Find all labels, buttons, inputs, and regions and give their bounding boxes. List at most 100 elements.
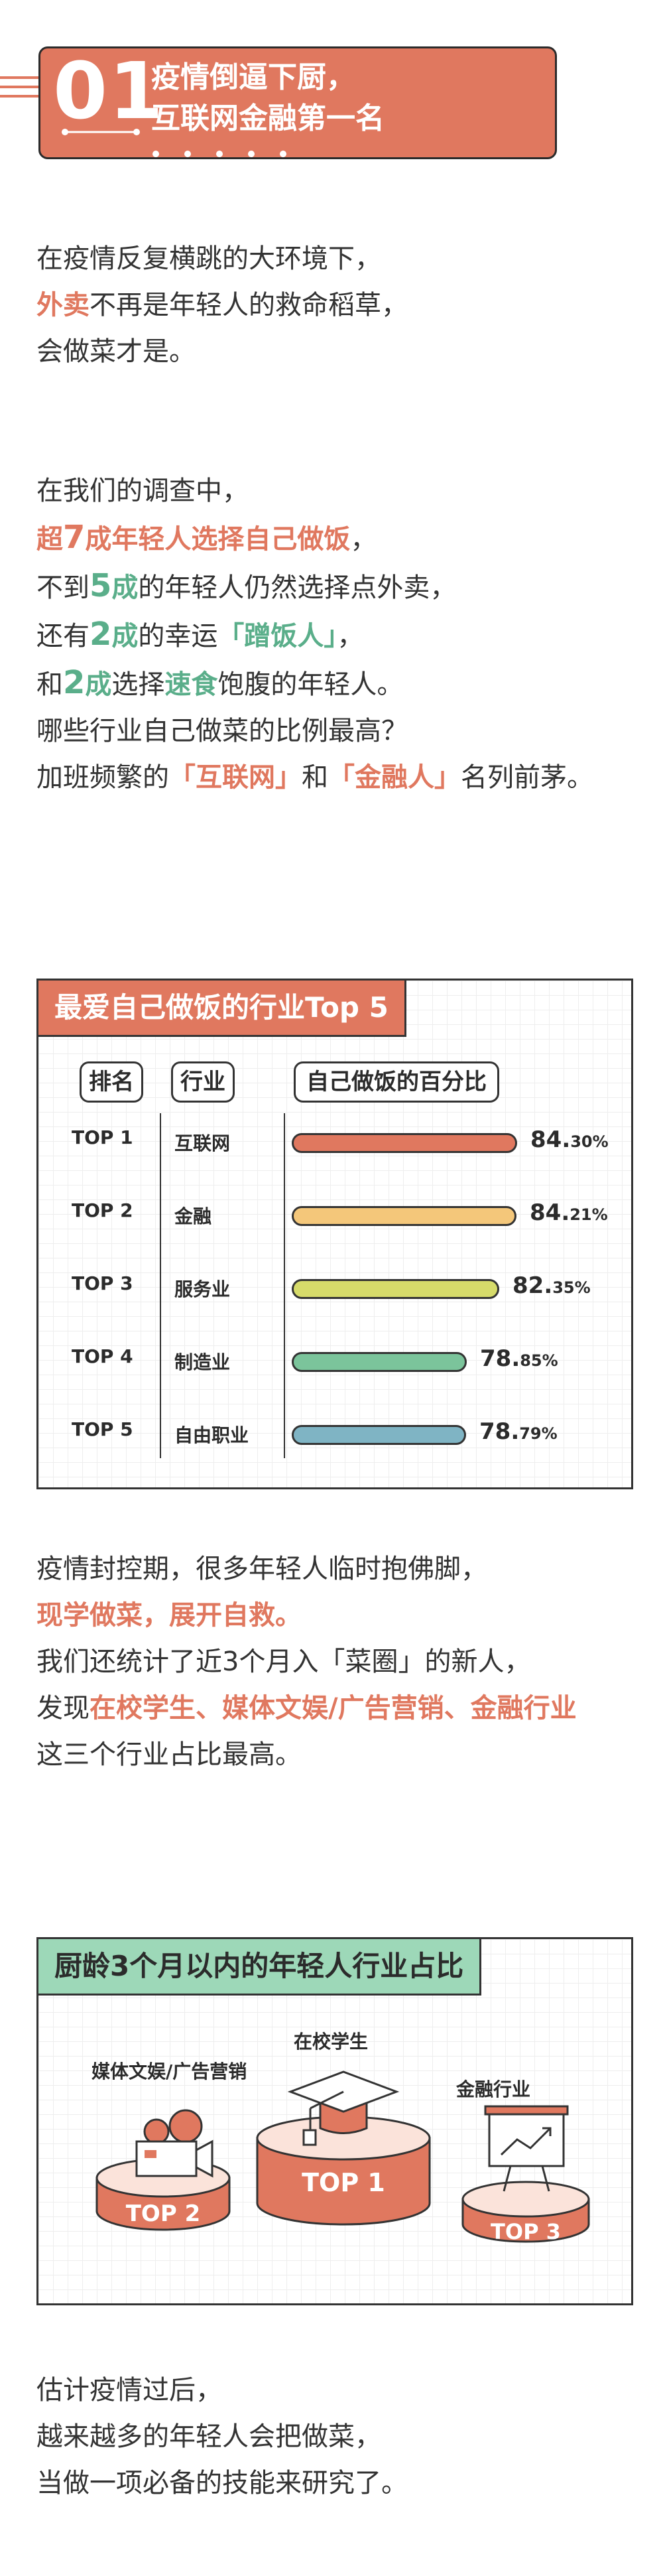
section-title-line1: 疫情倒逼下厨，: [151, 60, 355, 94]
survey-line: 不到5成的年轻人仍然选择点外卖，: [36, 563, 593, 611]
row-rank: TOP 5: [72, 1418, 133, 1440]
percent-bar: [292, 1206, 516, 1226]
survey-line: 在我们的调查中，: [36, 476, 249, 506]
camera-icon: [135, 2109, 213, 2178]
podium-rank-top2: TOP 2: [126, 2201, 201, 2227]
podium-rank-top3: TOP 3: [491, 2219, 561, 2244]
text: 发现: [36, 1693, 90, 1724]
survey-line: 和2成选择速食饱腹的年轻人。: [36, 659, 593, 708]
chart-board-icon: [484, 2105, 569, 2192]
podium-top1: [256, 2116, 431, 2226]
row-industry: 互联网: [174, 1132, 231, 1154]
divider: [160, 1113, 161, 1458]
lockdown-line: 现学做菜，展开自救。: [36, 1600, 302, 1631]
hl-text: 超: [36, 524, 63, 555]
survey-line: 还有2成的幸运「蹭饭人」，: [36, 611, 593, 659]
lockdown-line: 疫情封控期，很多年轻人临时抱佛脚，: [36, 1554, 487, 1584]
hl-unit: 成: [111, 621, 139, 651]
graduation-cap-icon: [287, 2070, 400, 2146]
percent-decimal: 85%: [520, 1351, 558, 1370]
header-rank: 排名: [80, 1061, 143, 1103]
percent-main: 82.: [512, 1272, 553, 1299]
highlight-industries: 在校学生、媒体文娱/广告营销、金融行业: [90, 1693, 577, 1724]
highlight-freeloader: 「蹭饭人」: [217, 621, 337, 651]
chart-title: 厨龄3个月以内的年轻人行业占比: [36, 1937, 482, 1996]
section-title-line2: 互联网金融第一名: [151, 102, 385, 135]
survey-line: 加班频繁的「互联网」和「金融人」名列前茅。: [36, 754, 593, 801]
header-industry: 行业: [171, 1061, 235, 1103]
hl-text: 成年轻人选择自己做饭: [85, 524, 351, 555]
percent-main: 84.: [530, 1126, 571, 1153]
outro-paragraph: 估计疫情过后， 越来越多的年轻人会把做菜， 当做一项必备的技能来研究了。: [36, 2367, 408, 2506]
highlight-fastfood: 速食: [164, 669, 218, 700]
section-banner: [38, 46, 557, 159]
lockdown-paragraph: 疫情封控期，很多年轻人临时抱佛脚， 现学做菜，展开自救。 我们还统计了近3个月入…: [36, 1546, 577, 1778]
divider: [284, 1113, 285, 1458]
banner-stripes: [0, 76, 40, 109]
hl-unit: 成: [85, 669, 112, 700]
text: 还有: [36, 621, 90, 651]
podium-label-top2: 媒体文娱/广告营销: [91, 2061, 247, 2082]
row-rank: TOP 4: [72, 1345, 133, 1367]
survey-line: 超7成年轻人选择自己做饭，: [36, 514, 593, 563]
percent-value: 84.21%: [530, 1199, 608, 1226]
percent-bar: [292, 1425, 466, 1445]
percent-main: 84.: [530, 1199, 570, 1226]
text: 加班频繁的: [36, 762, 169, 793]
row-industry: 自由职业: [174, 1424, 249, 1446]
row-industry: 服务业: [174, 1278, 231, 1300]
banner-dots: [152, 147, 312, 160]
punct: ，: [350, 524, 377, 555]
percent-decimal: 30%: [570, 1132, 609, 1151]
text: 选择: [111, 669, 165, 700]
percent-decimal: 79%: [519, 1424, 558, 1443]
percent-bar: [292, 1352, 467, 1372]
survey-line: 哪些行业自己做菜的比例最高？: [36, 716, 408, 746]
highlight-takeout: 外卖: [36, 290, 90, 320]
lockdown-line: 这三个行业占比最高。: [36, 1739, 302, 1770]
text: 的幸运: [138, 621, 218, 651]
intro-paragraph: 在疫情反复横跳的大环境下， 外卖不再是年轻人的救命稻草， 会做菜才是。: [36, 236, 408, 375]
text: 饱腹的年轻人。: [217, 669, 404, 700]
row-rank: TOP 1: [72, 1126, 133, 1148]
text: 不到: [36, 573, 90, 603]
intro-line: 会做菜才是。: [36, 336, 196, 367]
percent-bar: [292, 1279, 499, 1299]
podium-top3: [461, 2181, 590, 2243]
hl-number: 7: [63, 519, 86, 556]
percent-main: 78.: [480, 1345, 520, 1372]
hl-number: 2: [63, 664, 86, 701]
section-title: 疫情倒逼下厨， 互联网金融第一名: [151, 57, 385, 139]
highlight-num: 5成: [90, 567, 139, 604]
new-cooks-industry-chart: 厨龄3个月以内的年轻人行业占比 媒体文娱/广告营销 在校学生 金融行业: [36, 1937, 633, 2305]
lockdown-line: 我们还统计了近3个月入「菜圈」的新人，: [36, 1647, 531, 1677]
percent-value: 78.85%: [480, 1345, 558, 1372]
podium-top2: [95, 2158, 231, 2231]
percent-value: 82.35%: [512, 1272, 591, 1299]
punct: ，: [337, 621, 364, 651]
outro-line: 越来越多的年轻人会把做菜，: [36, 2421, 381, 2452]
podium-rank-top1: TOP 1: [302, 2168, 385, 2197]
podium-label-top3: 金融行业: [456, 2078, 531, 2100]
text: 名列前茅。: [461, 762, 593, 793]
outro-line: 估计疫情过后，: [36, 2375, 222, 2406]
highlight-num: 2成: [90, 616, 139, 653]
number-underline-dots: [62, 129, 140, 135]
percent-main: 78.: [479, 1418, 520, 1445]
row-industry: 制造业: [174, 1351, 231, 1373]
highlight-internet: 「互联网」: [169, 762, 302, 793]
percent-bar: [292, 1133, 517, 1153]
highlight-finance: 「金融人」: [328, 762, 461, 793]
podium-label-top1: 在校学生: [294, 2031, 369, 2053]
highlight-num: 2成: [63, 664, 112, 701]
intro-line-text: 不再是年轻人的救命稻草，: [90, 290, 408, 320]
lockdown-line: 发现在校学生、媒体文娱/广告营销、金融行业: [36, 1685, 577, 1731]
intro-line: 在疫情反复横跳的大环境下，: [36, 243, 381, 274]
hl-number: 5: [90, 567, 112, 604]
hl-unit: 成: [111, 573, 139, 603]
row-rank: TOP 2: [72, 1199, 133, 1221]
text: 和: [36, 669, 63, 700]
hl-number: 2: [90, 616, 112, 653]
percent-value: 78.79%: [479, 1418, 558, 1445]
row-industry: 金融: [174, 1205, 212, 1227]
